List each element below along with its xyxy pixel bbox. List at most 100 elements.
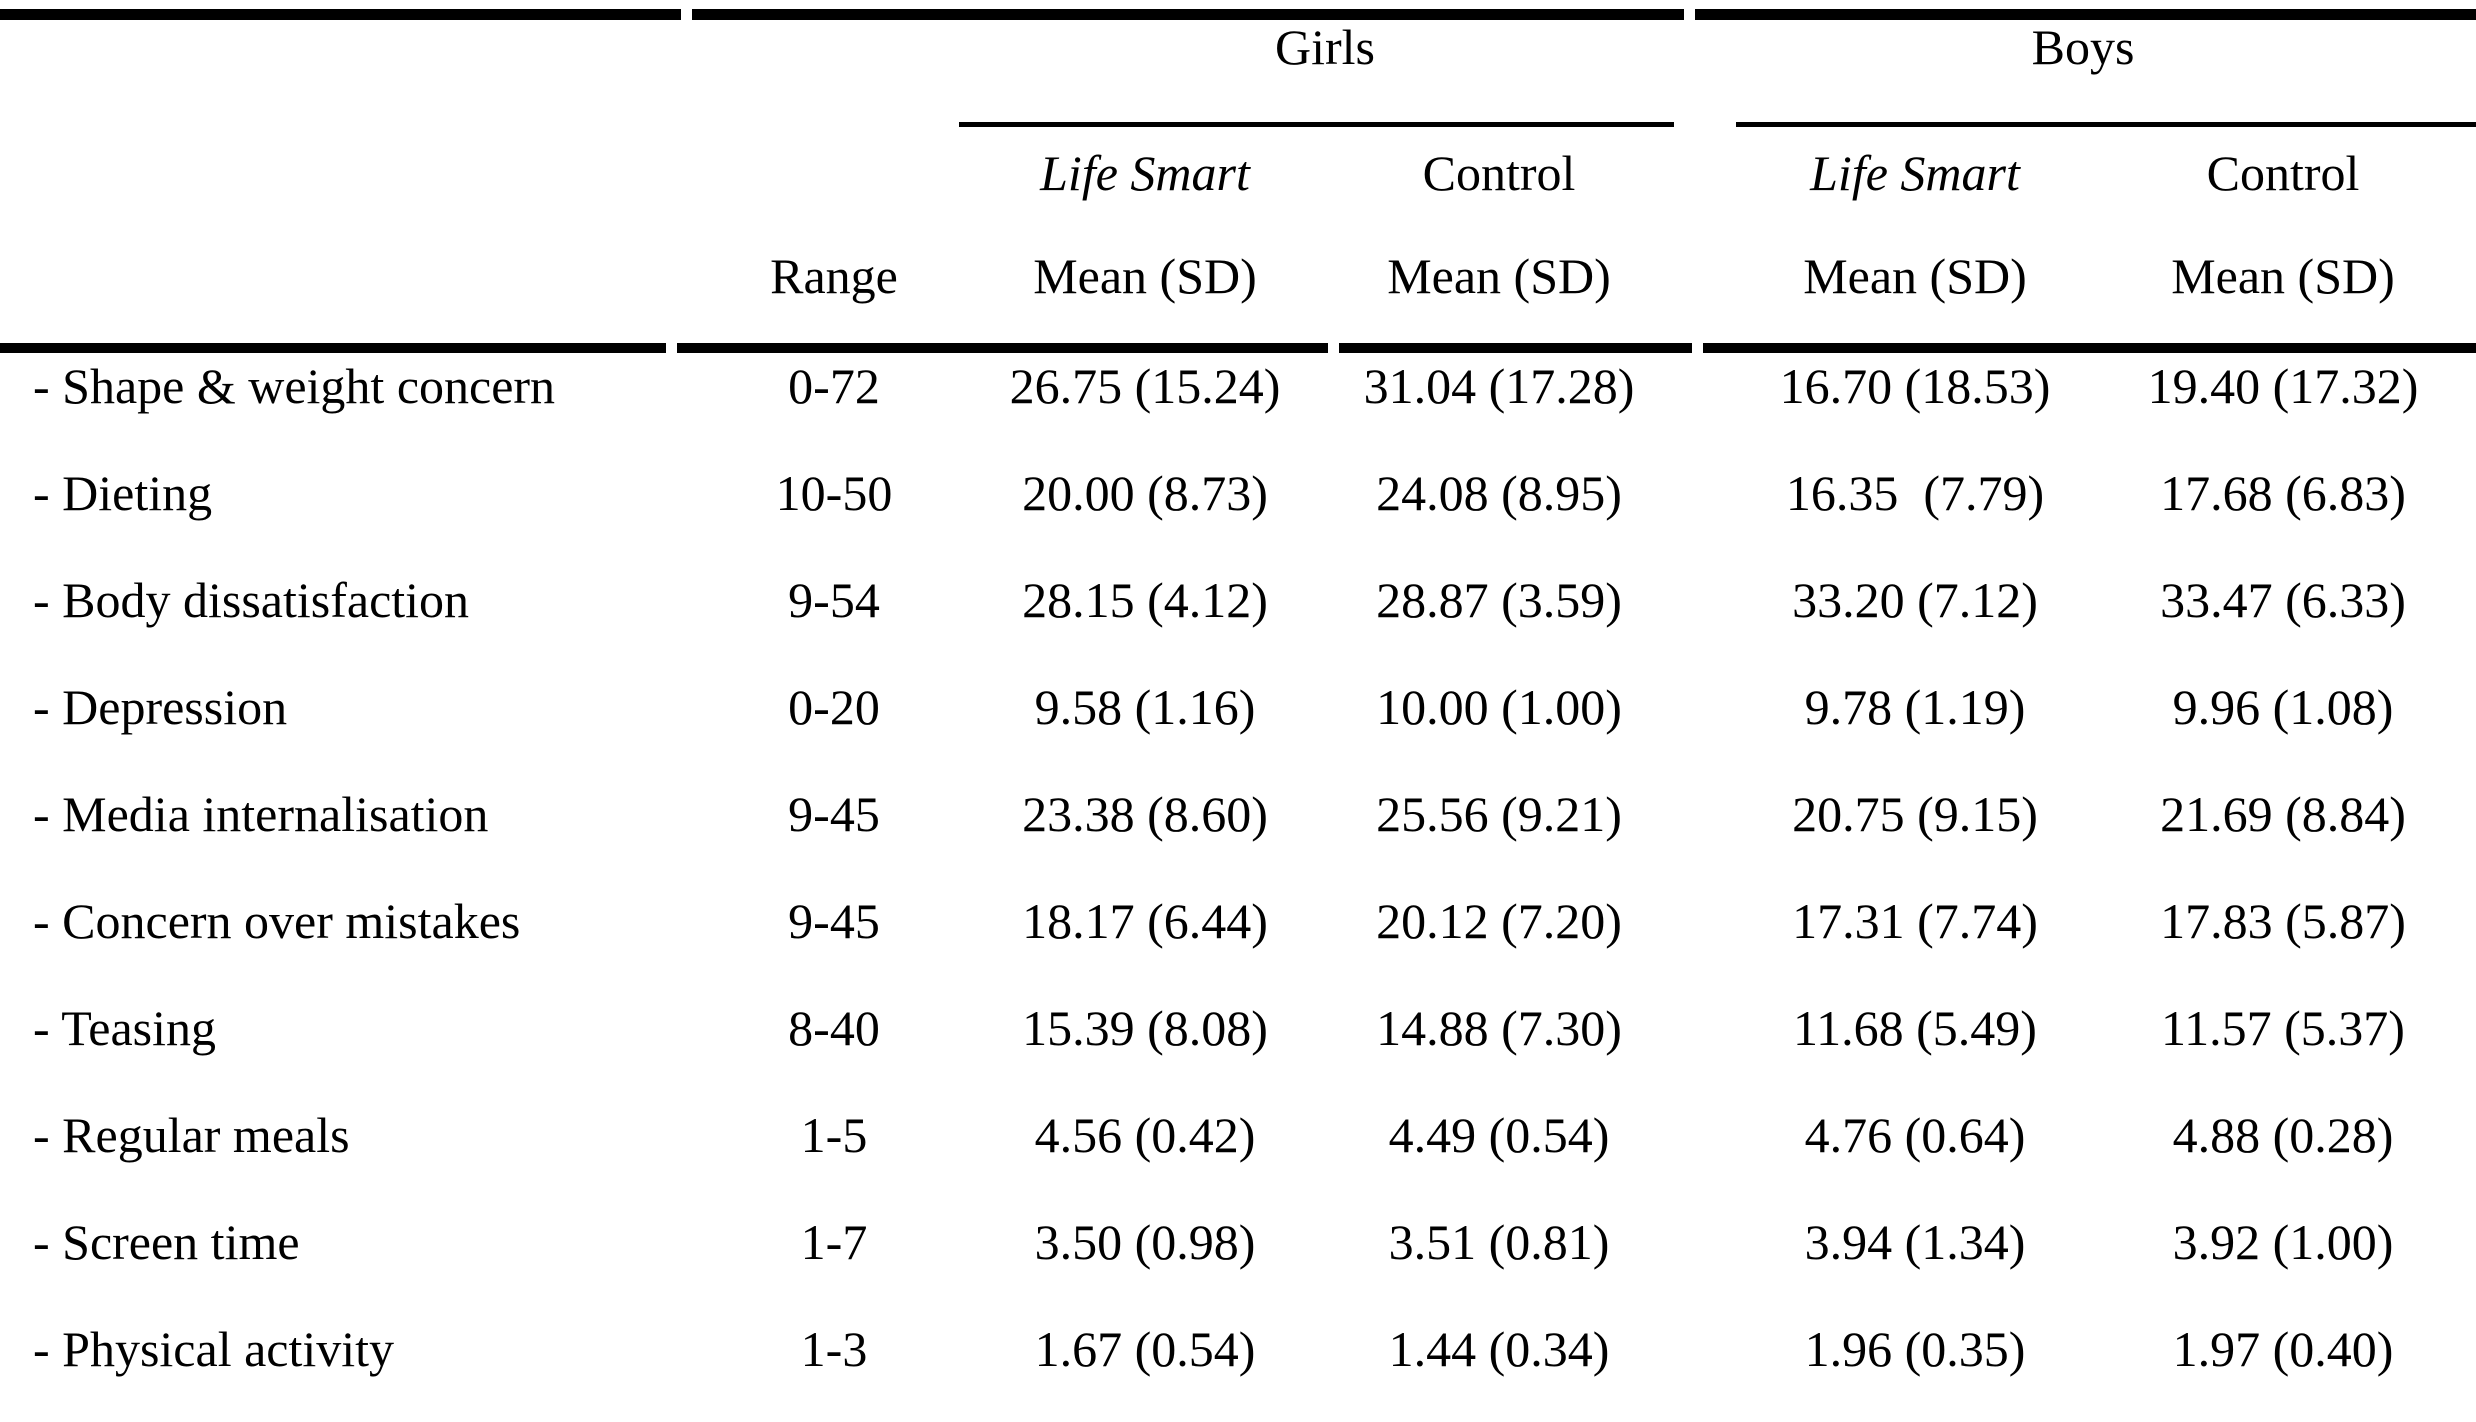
table-body: - Shape & weight concern 0-72 26.75 (15.… xyxy=(0,332,2476,1402)
row-label: - Body dissatisfaction xyxy=(33,571,470,628)
stub-cell xyxy=(681,126,960,219)
range-cell: 1-5 xyxy=(800,1106,868,1163)
girls-control-value-cell: 31.04 (17.28) xyxy=(1363,357,1635,414)
table-row: - Body dissatisfaction 9-54 28.15 (4.12)… xyxy=(0,546,2476,653)
table-row: - Regular meals 1-5 4.56 (0.42) 4.49 (0.… xyxy=(0,1081,2476,1188)
row-label: - Shape & weight concern xyxy=(33,357,556,414)
top-rule-segment-right xyxy=(1695,9,2476,20)
header-separator-segment-4 xyxy=(1703,343,2476,353)
girls-lifesmart-value-cell: 28.15 (4.12) xyxy=(1022,571,1268,628)
row-label: - Regular meals xyxy=(33,1106,350,1163)
boys-lifesmart-value-cell: 16.70 (18.53) xyxy=(1779,357,2051,414)
range-cell: 9-45 xyxy=(788,785,880,842)
range-cell: 10-50 xyxy=(775,464,893,521)
table-row: - Media internalisation 9-45 23.38 (8.60… xyxy=(0,760,2476,867)
boys-lifesmart-value-cell: 17.31 (7.74) xyxy=(1792,892,2038,949)
girls-spanner-rule xyxy=(959,122,1674,127)
boys-control-value-cell: 17.68 (6.83) xyxy=(2160,464,2406,521)
boys-control-value-cell: 11.57 (5.37) xyxy=(2161,999,2405,1056)
range-cell: 0-72 xyxy=(788,357,880,414)
girls-control-value-cell: 4.49 (0.54) xyxy=(1388,1106,1610,1163)
girls-lifesmart-value-cell: 26.75 (15.24) xyxy=(1009,357,1281,414)
girls-control-value-cell: 28.87 (3.59) xyxy=(1376,571,1622,628)
range-cell: 1-3 xyxy=(800,1320,868,1377)
boys-lifesmart-header: Life Smart xyxy=(1810,144,2020,201)
girls-control-value-cell: 10.00 (1.00) xyxy=(1376,678,1622,735)
girls-group-header: Girls xyxy=(1275,19,1375,75)
top-rule-segment-left xyxy=(0,9,681,20)
boys-control-value-cell: 1.97 (0.40) xyxy=(2172,1320,2394,1377)
girls-lifesmart-meansd-header: Mean (SD) xyxy=(1033,247,1257,304)
boys-control-value-cell: 17.83 (5.87) xyxy=(2160,892,2406,949)
boys-lifesmart-meansd-header: Mean (SD) xyxy=(1803,247,2027,304)
top-rule-segment-middle xyxy=(692,9,1684,20)
stub-cell xyxy=(0,126,681,219)
girls-control-value-cell: 14.88 (7.30) xyxy=(1376,999,1622,1056)
row-label: - Teasing xyxy=(33,999,217,1056)
girls-lifesmart-header: Life Smart xyxy=(1040,144,1250,201)
boys-lifesmart-value-cell: 9.78 (1.19) xyxy=(1804,678,2026,735)
girls-lifesmart-value-cell: 3.50 (0.98) xyxy=(1034,1213,1256,1270)
girls-lifesmart-value-cell: 1.67 (0.54) xyxy=(1034,1320,1256,1377)
boys-control-value-cell: 19.40 (17.32) xyxy=(2147,357,2419,414)
group-header-row: Girls Boys xyxy=(0,19,2476,126)
measure-header-row: Range Mean (SD) Mean (SD) Mean (SD) Mean… xyxy=(0,219,2476,332)
girls-lifesmart-value-cell: 9.58 (1.16) xyxy=(1034,678,1256,735)
table-row: - Dieting 10-50 20.00 (8.73) 24.08 (8.95… xyxy=(0,439,2476,546)
range-header: Range xyxy=(770,247,898,304)
boys-lifesmart-value-cell: 11.68 (5.49) xyxy=(1793,999,2037,1056)
range-cell: 0-20 xyxy=(788,678,880,735)
boys-control-value-cell: 3.92 (1.00) xyxy=(2172,1213,2394,1270)
table-row: - Concern over mistakes 9-45 18.17 (6.44… xyxy=(0,867,2476,974)
girls-control-value-cell: 3.51 (0.81) xyxy=(1388,1213,1610,1270)
header-separator-segment-1 xyxy=(0,343,666,353)
girls-lifesmart-value-cell: 23.38 (8.60) xyxy=(1022,785,1268,842)
boys-control-value-cell: 33.47 (6.33) xyxy=(2160,571,2406,628)
girls-control-value-cell: 25.56 (9.21) xyxy=(1376,785,1622,842)
row-label: - Media internalisation xyxy=(33,785,489,842)
boys-control-value-cell: 21.69 (8.84) xyxy=(2160,785,2406,842)
range-cell: 1-7 xyxy=(800,1213,868,1270)
row-label: - Physical activity xyxy=(33,1320,395,1377)
girls-lifesmart-value-cell: 15.39 (8.08) xyxy=(1022,999,1268,1056)
boys-control-value-cell: 4.88 (0.28) xyxy=(2172,1106,2394,1163)
table-row: - Physical activity 1-3 1.67 (0.54) 1.44… xyxy=(0,1295,2476,1402)
table-row: - Shape & weight concern 0-72 26.75 (15.… xyxy=(0,332,2476,439)
boys-control-value-cell: 9.96 (1.08) xyxy=(2172,678,2394,735)
girls-control-value-cell: 20.12 (7.20) xyxy=(1376,892,1622,949)
range-cell: 9-45 xyxy=(788,892,880,949)
girls-control-header: Control xyxy=(1422,144,1576,201)
boys-lifesmart-value-cell: 33.20 (7.12) xyxy=(1792,571,2038,628)
boys-lifesmart-value-cell: 16.35 (7.79) xyxy=(1785,464,2045,521)
table-row: - Depression 0-20 9.58 (1.16) 10.00 (1.0… xyxy=(0,653,2476,760)
stub-cell xyxy=(0,219,681,332)
table-row: - Screen time 1-7 3.50 (0.98) 3.51 (0.81… xyxy=(0,1188,2476,1295)
stub-cell xyxy=(0,19,960,126)
boys-lifesmart-value-cell: 1.96 (0.35) xyxy=(1804,1320,2026,1377)
range-cell: 9-54 xyxy=(788,571,880,628)
boys-lifesmart-value-cell: 3.94 (1.34) xyxy=(1804,1213,2026,1270)
row-label: - Concern over mistakes xyxy=(33,892,521,949)
girls-control-value-cell: 24.08 (8.95) xyxy=(1376,464,1622,521)
range-cell: 8-40 xyxy=(788,999,880,1056)
boys-control-meansd-header: Mean (SD) xyxy=(2171,247,2395,304)
girls-lifesmart-value-cell: 18.17 (6.44) xyxy=(1022,892,1268,949)
boys-spanner-rule xyxy=(1736,122,2476,127)
boys-group-header: Boys xyxy=(2031,19,2135,75)
row-label: - Depression xyxy=(33,678,288,735)
boys-control-header: Control xyxy=(2206,144,2360,201)
boys-lifesmart-value-cell: 20.75 (9.15) xyxy=(1792,785,2038,842)
girls-lifesmart-value-cell: 20.00 (8.73) xyxy=(1022,464,1268,521)
girls-lifesmart-value-cell: 4.56 (0.42) xyxy=(1034,1106,1256,1163)
header-separator-segment-3 xyxy=(1339,343,1692,353)
row-label: - Screen time xyxy=(33,1213,300,1270)
condition-header-row: Life Smart Control Life Smart Control xyxy=(0,126,2476,219)
header-separator-segment-2 xyxy=(677,343,1328,353)
boys-lifesmart-value-cell: 4.76 (0.64) xyxy=(1804,1106,2026,1163)
girls-control-value-cell: 1.44 (0.34) xyxy=(1388,1320,1610,1377)
girls-control-meansd-header: Mean (SD) xyxy=(1387,247,1611,304)
table-row: - Teasing 8-40 15.39 (8.08) 14.88 (7.30)… xyxy=(0,974,2476,1081)
outcomes-table: Girls Boys Life Smart Control Life Smart… xyxy=(0,19,2476,1402)
row-label: - Dieting xyxy=(33,464,213,521)
